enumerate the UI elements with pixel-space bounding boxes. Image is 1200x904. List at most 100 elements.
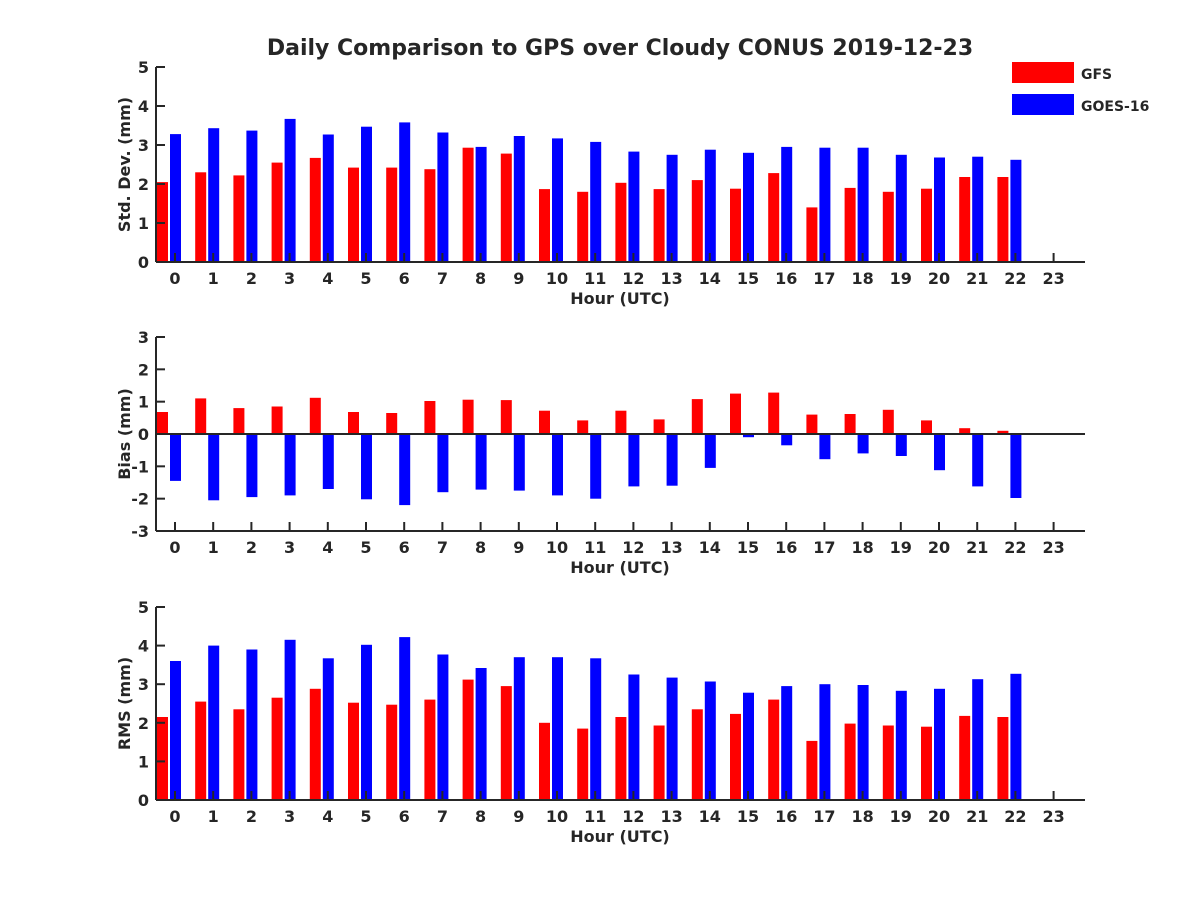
bias-ytick-label-2: -1	[131, 457, 149, 476]
std-bar-gfs-4	[309, 157, 321, 262]
rms-bar-gfs-5	[348, 702, 359, 800]
std-xtick-label-19: 19	[890, 269, 912, 288]
std-xtick-label-3: 3	[284, 269, 295, 288]
bias-xtick-label-21: 21	[966, 538, 988, 557]
bias-bar-gfs-15	[730, 393, 741, 434]
bias-y-axis-label: Bias (mm)	[115, 388, 134, 480]
bias-bar-goes16-5	[361, 434, 372, 500]
std-bar-goes16-22	[1010, 159, 1022, 262]
rms-xtick-label-14: 14	[699, 807, 721, 826]
std-bar-gfs-14	[691, 180, 703, 262]
bias-bar-gfs-6	[386, 413, 398, 434]
std-bar-gfs-20	[921, 188, 932, 262]
std-bar-gfs-2	[233, 175, 245, 262]
std-ytick-label-1: 1	[138, 214, 149, 233]
std-bar-gfs-12	[615, 182, 627, 262]
rms-bar-goes16-6	[399, 637, 411, 800]
std-xtick-label-22: 22	[1004, 269, 1026, 288]
bias-bar-goes16-0	[170, 434, 181, 481]
rms-xtick-label-4: 4	[322, 807, 333, 826]
rms-bar-goes16-11	[590, 658, 602, 800]
rms-ytick-label-0: 0	[138, 791, 149, 810]
bias-bar-gfs-5	[348, 412, 359, 434]
std-xtick-label-0: 0	[169, 269, 180, 288]
bias-bar-goes16-16	[781, 434, 793, 446]
std-bar-gfs-22	[997, 177, 1009, 262]
rms-xtick-label-9: 9	[513, 807, 524, 826]
rms-bar-goes16-22	[1010, 673, 1022, 800]
bias-bar-goes16-11	[590, 434, 602, 499]
std-xtick-label-16: 16	[775, 269, 797, 288]
bias-bar-gfs-22	[997, 430, 1009, 434]
std-xtick-label-12: 12	[622, 269, 644, 288]
std-xtick-label-20: 20	[928, 269, 950, 288]
bias-bar-goes16-13	[666, 434, 678, 486]
bias-bar-gfs-14	[691, 399, 703, 434]
rms-xtick-label-20: 20	[928, 807, 950, 826]
bias-xtick-label-16: 16	[775, 538, 797, 557]
legend-swatch-gfs	[1012, 62, 1074, 83]
std-xtick-label-5: 5	[360, 269, 371, 288]
std-xtick-label-9: 9	[513, 269, 524, 288]
rms-bar-gfs-14	[691, 709, 703, 800]
bias-xtick-label-10: 10	[546, 538, 568, 557]
std-bar-gfs-18	[844, 187, 856, 262]
bias-xtick-label-7: 7	[437, 538, 448, 557]
rms-bar-goes16-17	[819, 684, 831, 800]
rms-xtick-label-22: 22	[1004, 807, 1026, 826]
rms-ytick-label-1: 1	[138, 752, 149, 771]
std-x-axis-label: Hour (UTC)	[570, 289, 670, 308]
std-bar-goes16-13	[666, 154, 678, 263]
std-xtick-label-1: 1	[208, 269, 219, 288]
std-xtick-label-14: 14	[699, 269, 721, 288]
rms-xtick-label-15: 15	[737, 807, 759, 826]
rms-xtick-label-5: 5	[360, 807, 371, 826]
std-ytick-label-2: 2	[138, 175, 149, 194]
std-xtick-label-21: 21	[966, 269, 988, 288]
std-bar-goes16-21	[972, 156, 984, 262]
std-bar-gfs-3	[271, 162, 283, 262]
rms-bar-goes16-14	[704, 681, 716, 800]
bias-xtick-label-22: 22	[1004, 538, 1026, 557]
bias-bar-goes16-1	[208, 434, 220, 501]
rms-bar-goes16-15	[743, 692, 754, 800]
std-bar-goes16-20	[934, 157, 945, 262]
bias-ytick-label-6: 3	[138, 328, 149, 347]
bias-xtick-label-23: 23	[1042, 538, 1064, 557]
rms-bar-goes16-16	[781, 686, 793, 800]
bias-xtick-label-5: 5	[360, 538, 371, 557]
rms-bar-gfs-4	[309, 688, 321, 800]
bias-xtick-label-9: 9	[513, 538, 524, 557]
rms-bar-gfs-1	[195, 701, 207, 800]
rms-xtick-label-1: 1	[208, 807, 219, 826]
rms-ytick-label-2: 2	[138, 714, 149, 733]
bias-xtick-label-11: 11	[584, 538, 606, 557]
std-y-axis-label: Std. Dev. (mm)	[115, 97, 134, 232]
bias-ytick-label-4: 1	[138, 393, 149, 412]
std-bar-gfs-8	[462, 147, 474, 262]
rms-xtick-label-7: 7	[437, 807, 448, 826]
rms-xtick-label-21: 21	[966, 807, 988, 826]
bias-xtick-label-17: 17	[813, 538, 835, 557]
bias-bar-goes16-7	[437, 434, 449, 493]
rms-bar-gfs-12	[615, 717, 627, 800]
bias-bar-goes16-22	[1010, 434, 1022, 498]
rms-xtick-label-8: 8	[475, 807, 486, 826]
bias-xtick-label-19: 19	[890, 538, 912, 557]
bias-bar-goes16-3	[284, 434, 296, 496]
bias-xtick-label-4: 4	[322, 538, 333, 557]
std-bar-gfs-16	[768, 173, 780, 262]
rms-xtick-label-18: 18	[851, 807, 873, 826]
rms-xtick-label-23: 23	[1042, 807, 1064, 826]
rms-bar-goes16-10	[552, 657, 563, 800]
rms-bar-gfs-22	[997, 717, 1009, 800]
bias-xtick-label-18: 18	[851, 538, 873, 557]
std-xtick-label-23: 23	[1042, 269, 1064, 288]
std-xtick-label-11: 11	[584, 269, 606, 288]
std-xtick-label-17: 17	[813, 269, 835, 288]
rms-xtick-label-0: 0	[169, 807, 180, 826]
rms-bar-gfs-2	[233, 709, 245, 800]
bias-xtick-label-2: 2	[246, 538, 257, 557]
bias-bar-goes16-6	[399, 434, 411, 506]
